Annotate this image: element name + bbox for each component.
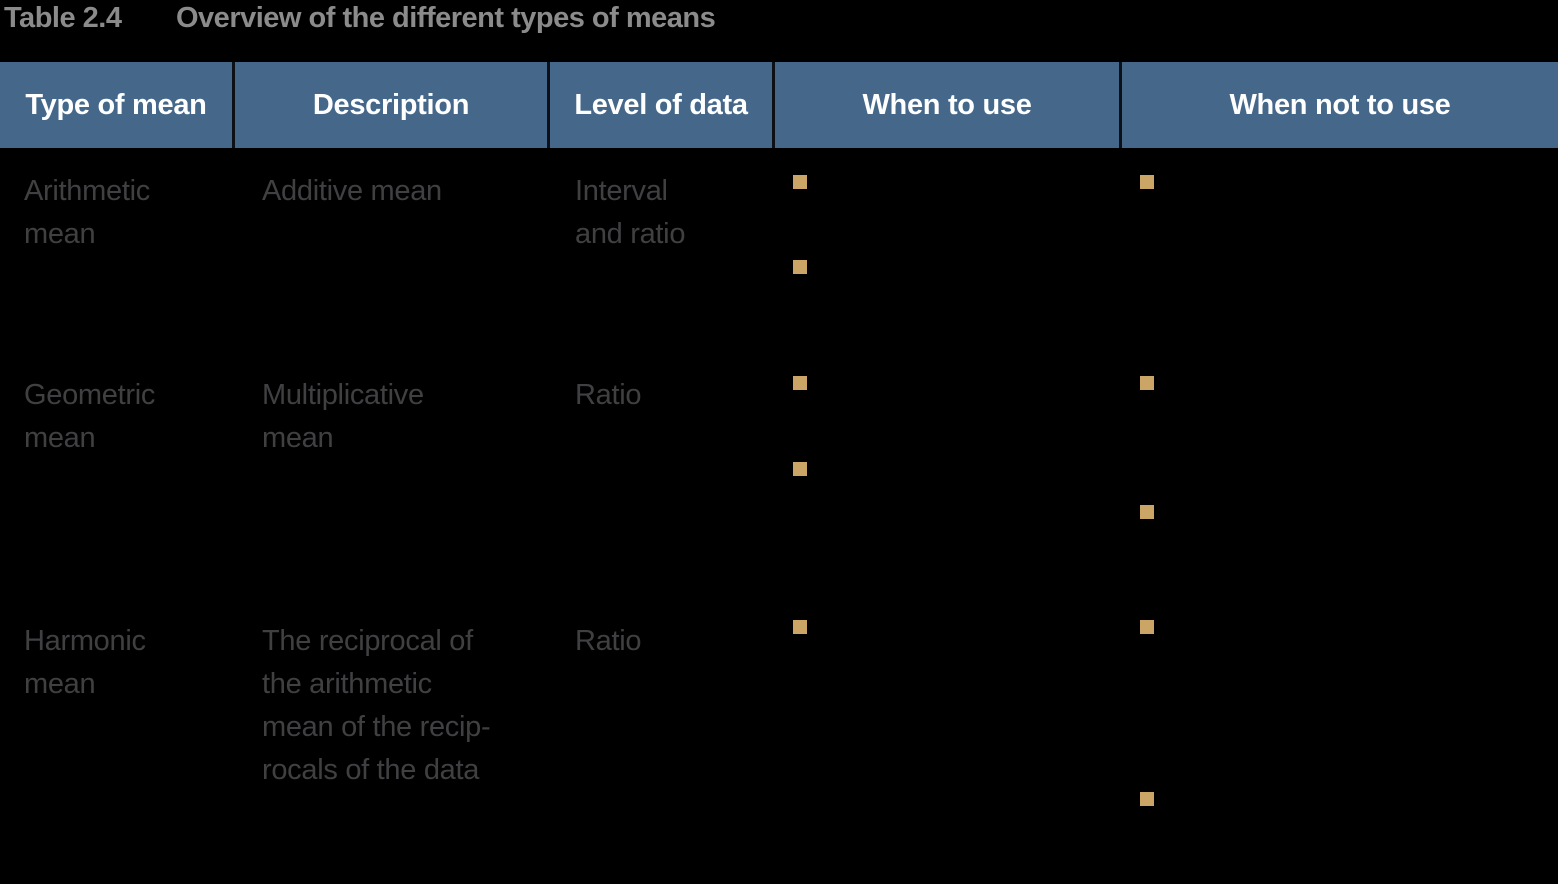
column-header-type-of-mean: Type of mean (0, 62, 235, 148)
cell-description: Additive mean (262, 175, 442, 207)
column-header-when-not-to-use: When not to use (1122, 62, 1558, 148)
bullet-marker-icon (793, 175, 807, 189)
cell-type-of-mean: Arithmetic mean (24, 175, 150, 250)
cell-type-of-mean: Harmonic mean (24, 625, 146, 700)
bullet-marker-icon (793, 260, 807, 274)
column-header-description: Description (235, 62, 550, 148)
bullet-marker-icon (793, 620, 807, 634)
cell-level-of-data: Ratio (575, 379, 642, 411)
table-row: Geometric mean Multiplicative mean Ratio (0, 352, 1558, 598)
bullet-marker-icon (1140, 620, 1154, 634)
column-header-when-to-use: When to use (775, 62, 1122, 148)
table-header-row: Type of mean Description Level of data W… (0, 62, 1558, 148)
cell-when-to-use (775, 352, 1122, 598)
cell-level-of-data: Interval and ratio (575, 175, 686, 250)
cell-type-of-mean: Geometric mean (24, 379, 156, 454)
cell-when-not-to-use (1122, 352, 1558, 598)
bullet-marker-icon (1140, 376, 1154, 390)
cell-when-not-to-use (1122, 598, 1558, 884)
table-row: Arithmetic mean Additive mean Interval a… (0, 148, 1558, 352)
cell-level-of-data: Ratio (575, 625, 642, 657)
table-title-number: Table 2.4 (4, 2, 122, 34)
table-row: Harmonic mean The reciprocal of the arit… (0, 598, 1558, 884)
bullet-marker-icon (793, 462, 807, 476)
table-title: Table 2.4 Overview of the different type… (4, 2, 716, 35)
column-header-level-of-data: Level of data (550, 62, 775, 148)
cell-when-not-to-use (1122, 148, 1558, 352)
bullet-marker-icon (1140, 505, 1154, 519)
cell-when-to-use (775, 598, 1122, 884)
cell-description: Multiplicative mean (262, 379, 424, 454)
cell-when-to-use (775, 148, 1122, 352)
cell-description: The reciprocal of the arithmetic mean of… (262, 625, 491, 786)
bullet-marker-icon (1140, 792, 1154, 806)
bullet-marker-icon (793, 376, 807, 390)
bullet-marker-icon (1140, 175, 1154, 189)
table-title-text: Overview of the different types of means (176, 2, 716, 34)
